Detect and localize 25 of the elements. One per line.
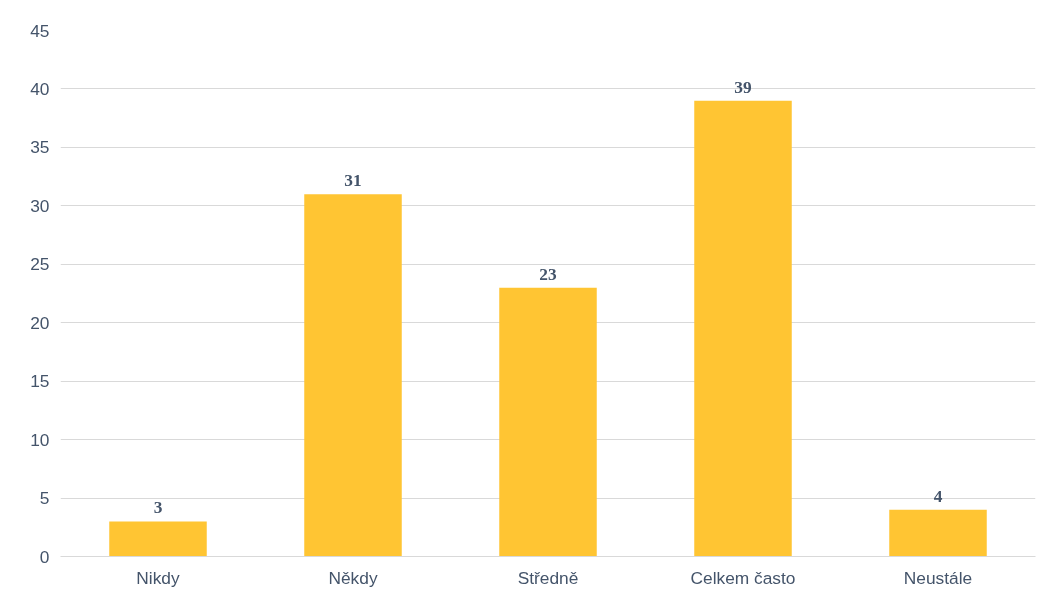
data-label: 23 (539, 264, 557, 284)
bar (694, 100, 792, 557)
x-tick-label: Nikdy (136, 567, 180, 588)
data-label: 39 (734, 77, 752, 97)
bar (304, 194, 402, 557)
x-tick-label: Středně (517, 567, 579, 588)
bar (889, 509, 987, 557)
x-tick-label: Neustále (903, 567, 973, 588)
y-tick-label: 10 (30, 429, 50, 450)
bar (109, 521, 207, 557)
data-label: 4 (933, 486, 943, 506)
y-tick-label: 20 (30, 312, 50, 333)
y-tick-label: 5 (39, 488, 50, 509)
y-tick-label: 0 (39, 546, 50, 567)
y-tick-label: 30 (30, 195, 50, 216)
bar (499, 287, 597, 557)
data-label: 3 (153, 498, 163, 518)
x-tick-label: Někdy (328, 567, 378, 588)
data-label: 31 (344, 171, 362, 191)
y-tick-label: 15 (30, 371, 50, 392)
y-tick-label: 35 (30, 137, 50, 158)
y-tick-label: 25 (30, 254, 50, 275)
y-tick-label: 45 (30, 20, 50, 41)
x-tick-label: Celkem často (690, 567, 796, 588)
y-tick-label: 40 (30, 78, 50, 99)
